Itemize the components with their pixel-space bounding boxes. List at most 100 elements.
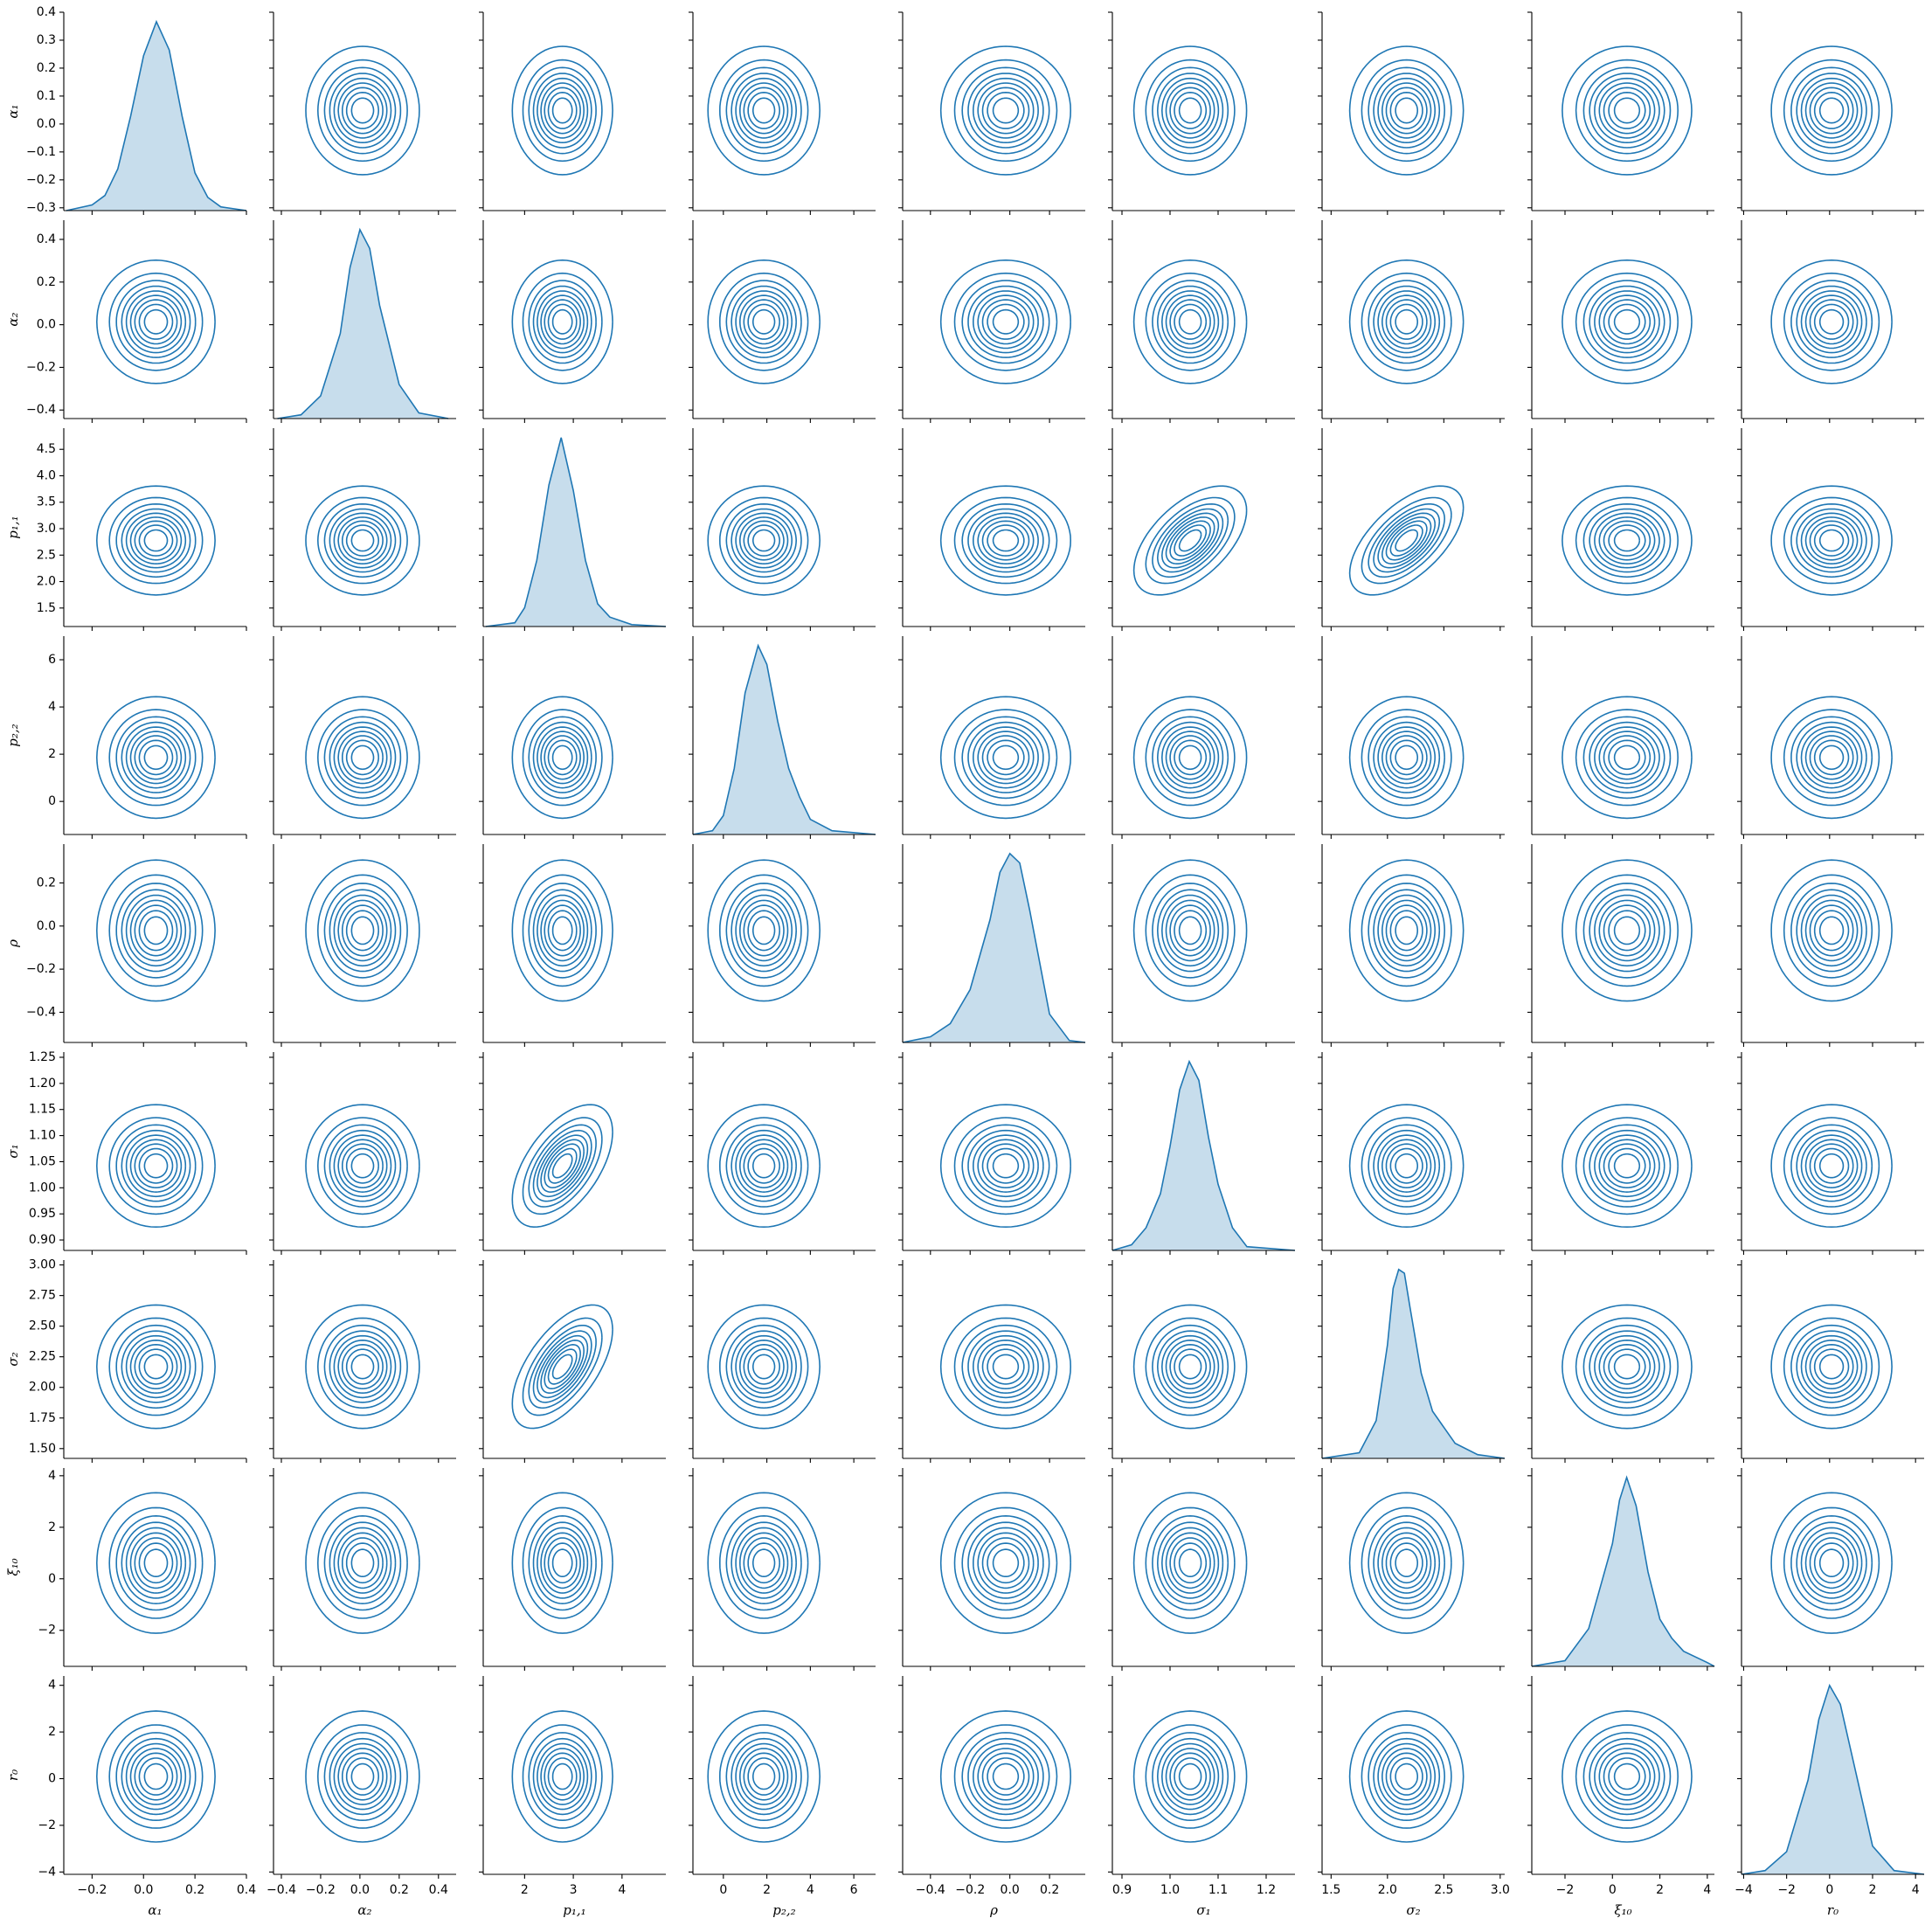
x-tick-label: 0.2 <box>185 1883 204 1897</box>
y-axis-label: p₁,₁ <box>5 516 21 538</box>
contour <box>1796 73 1867 149</box>
contour <box>981 299 1030 345</box>
contour <box>537 290 589 354</box>
contour <box>138 1348 174 1385</box>
contour <box>329 73 397 149</box>
contour <box>1348 859 1465 1002</box>
contour <box>544 1343 581 1389</box>
contour <box>718 496 809 585</box>
contour <box>333 894 392 967</box>
contour <box>342 1752 384 1801</box>
contour <box>1385 904 1428 957</box>
contour <box>1804 1139 1859 1194</box>
contour <box>528 1124 597 1208</box>
contour <box>1575 1317 1679 1416</box>
contour <box>1809 299 1854 345</box>
contour <box>1608 1757 1646 1796</box>
contour <box>551 1548 573 1577</box>
contour <box>1800 290 1863 354</box>
contour <box>511 1710 613 1843</box>
x-axis-label: σ₁ <box>1196 1902 1210 1918</box>
contour <box>1613 744 1641 771</box>
contour <box>1783 709 1880 807</box>
contour <box>1603 520 1652 561</box>
contour <box>752 308 776 335</box>
contour <box>992 1354 1020 1380</box>
contour <box>953 1724 1058 1829</box>
contour <box>1783 874 1880 987</box>
contour <box>138 1542 174 1584</box>
contour <box>1395 308 1418 335</box>
density-line <box>277 227 449 419</box>
contour <box>987 1147 1025 1184</box>
contour <box>725 1514 802 1611</box>
density-area <box>1532 1477 1714 1666</box>
contour <box>1589 1330 1665 1403</box>
contour <box>1613 529 1641 552</box>
x-tick-label: 0.0 <box>134 1883 153 1897</box>
contour <box>1395 1548 1418 1577</box>
contour <box>532 889 592 973</box>
contour <box>743 299 785 345</box>
contour <box>547 910 578 952</box>
contour <box>1373 1129 1441 1202</box>
contour <box>121 721 191 793</box>
contour <box>511 696 613 820</box>
contour <box>1373 1737 1441 1816</box>
contour <box>1809 1537 1854 1589</box>
contour <box>532 721 592 793</box>
contour <box>1813 739 1850 776</box>
contour <box>1385 1537 1428 1589</box>
density-line <box>1111 1059 1296 1251</box>
contour <box>1169 1752 1211 1801</box>
contour <box>1377 290 1436 354</box>
contour <box>345 1147 379 1184</box>
contour <box>1790 502 1873 578</box>
contour <box>707 1492 821 1634</box>
contour <box>731 1129 797 1202</box>
contour <box>961 1732 1050 1822</box>
contour <box>1783 1117 1880 1215</box>
contour <box>1377 894 1436 967</box>
x-tick-label: 0.0 <box>350 1883 370 1897</box>
contour <box>316 59 408 163</box>
contour <box>333 1527 392 1599</box>
contour <box>735 290 793 354</box>
contour <box>953 59 1058 163</box>
contour <box>1169 87 1211 135</box>
x-tick-label: 0 <box>1825 1883 1833 1897</box>
contour <box>323 716 402 800</box>
contour <box>1348 45 1465 176</box>
contour <box>95 696 216 820</box>
contour <box>532 1129 592 1202</box>
contour <box>1152 280 1229 364</box>
contour <box>738 1339 789 1395</box>
y-axis-label: ρ <box>5 939 21 948</box>
contour <box>537 1334 589 1399</box>
contour <box>1818 744 1845 771</box>
contour <box>939 1492 1071 1634</box>
density-area <box>277 229 449 419</box>
contour <box>323 66 402 155</box>
contour <box>1174 739 1208 776</box>
contour <box>511 259 613 384</box>
contour <box>1575 709 1679 807</box>
contour <box>537 1742 589 1811</box>
contour <box>1156 285 1224 358</box>
contour <box>134 904 178 957</box>
y-tick-label: 2 <box>48 747 56 761</box>
density-area <box>66 21 247 211</box>
y-tick-label: 1.50 <box>29 1442 56 1456</box>
contour <box>115 883 197 979</box>
contour <box>305 859 420 1002</box>
contour <box>1800 512 1863 569</box>
contour <box>1373 721 1441 793</box>
contour <box>752 529 776 552</box>
contour <box>528 883 597 979</box>
contour <box>108 1724 204 1829</box>
contour <box>1783 1506 1880 1619</box>
contour <box>1145 1317 1236 1416</box>
contour <box>961 716 1050 800</box>
contour <box>731 73 797 149</box>
x-tick-label: 1.2 <box>1257 1883 1276 1897</box>
